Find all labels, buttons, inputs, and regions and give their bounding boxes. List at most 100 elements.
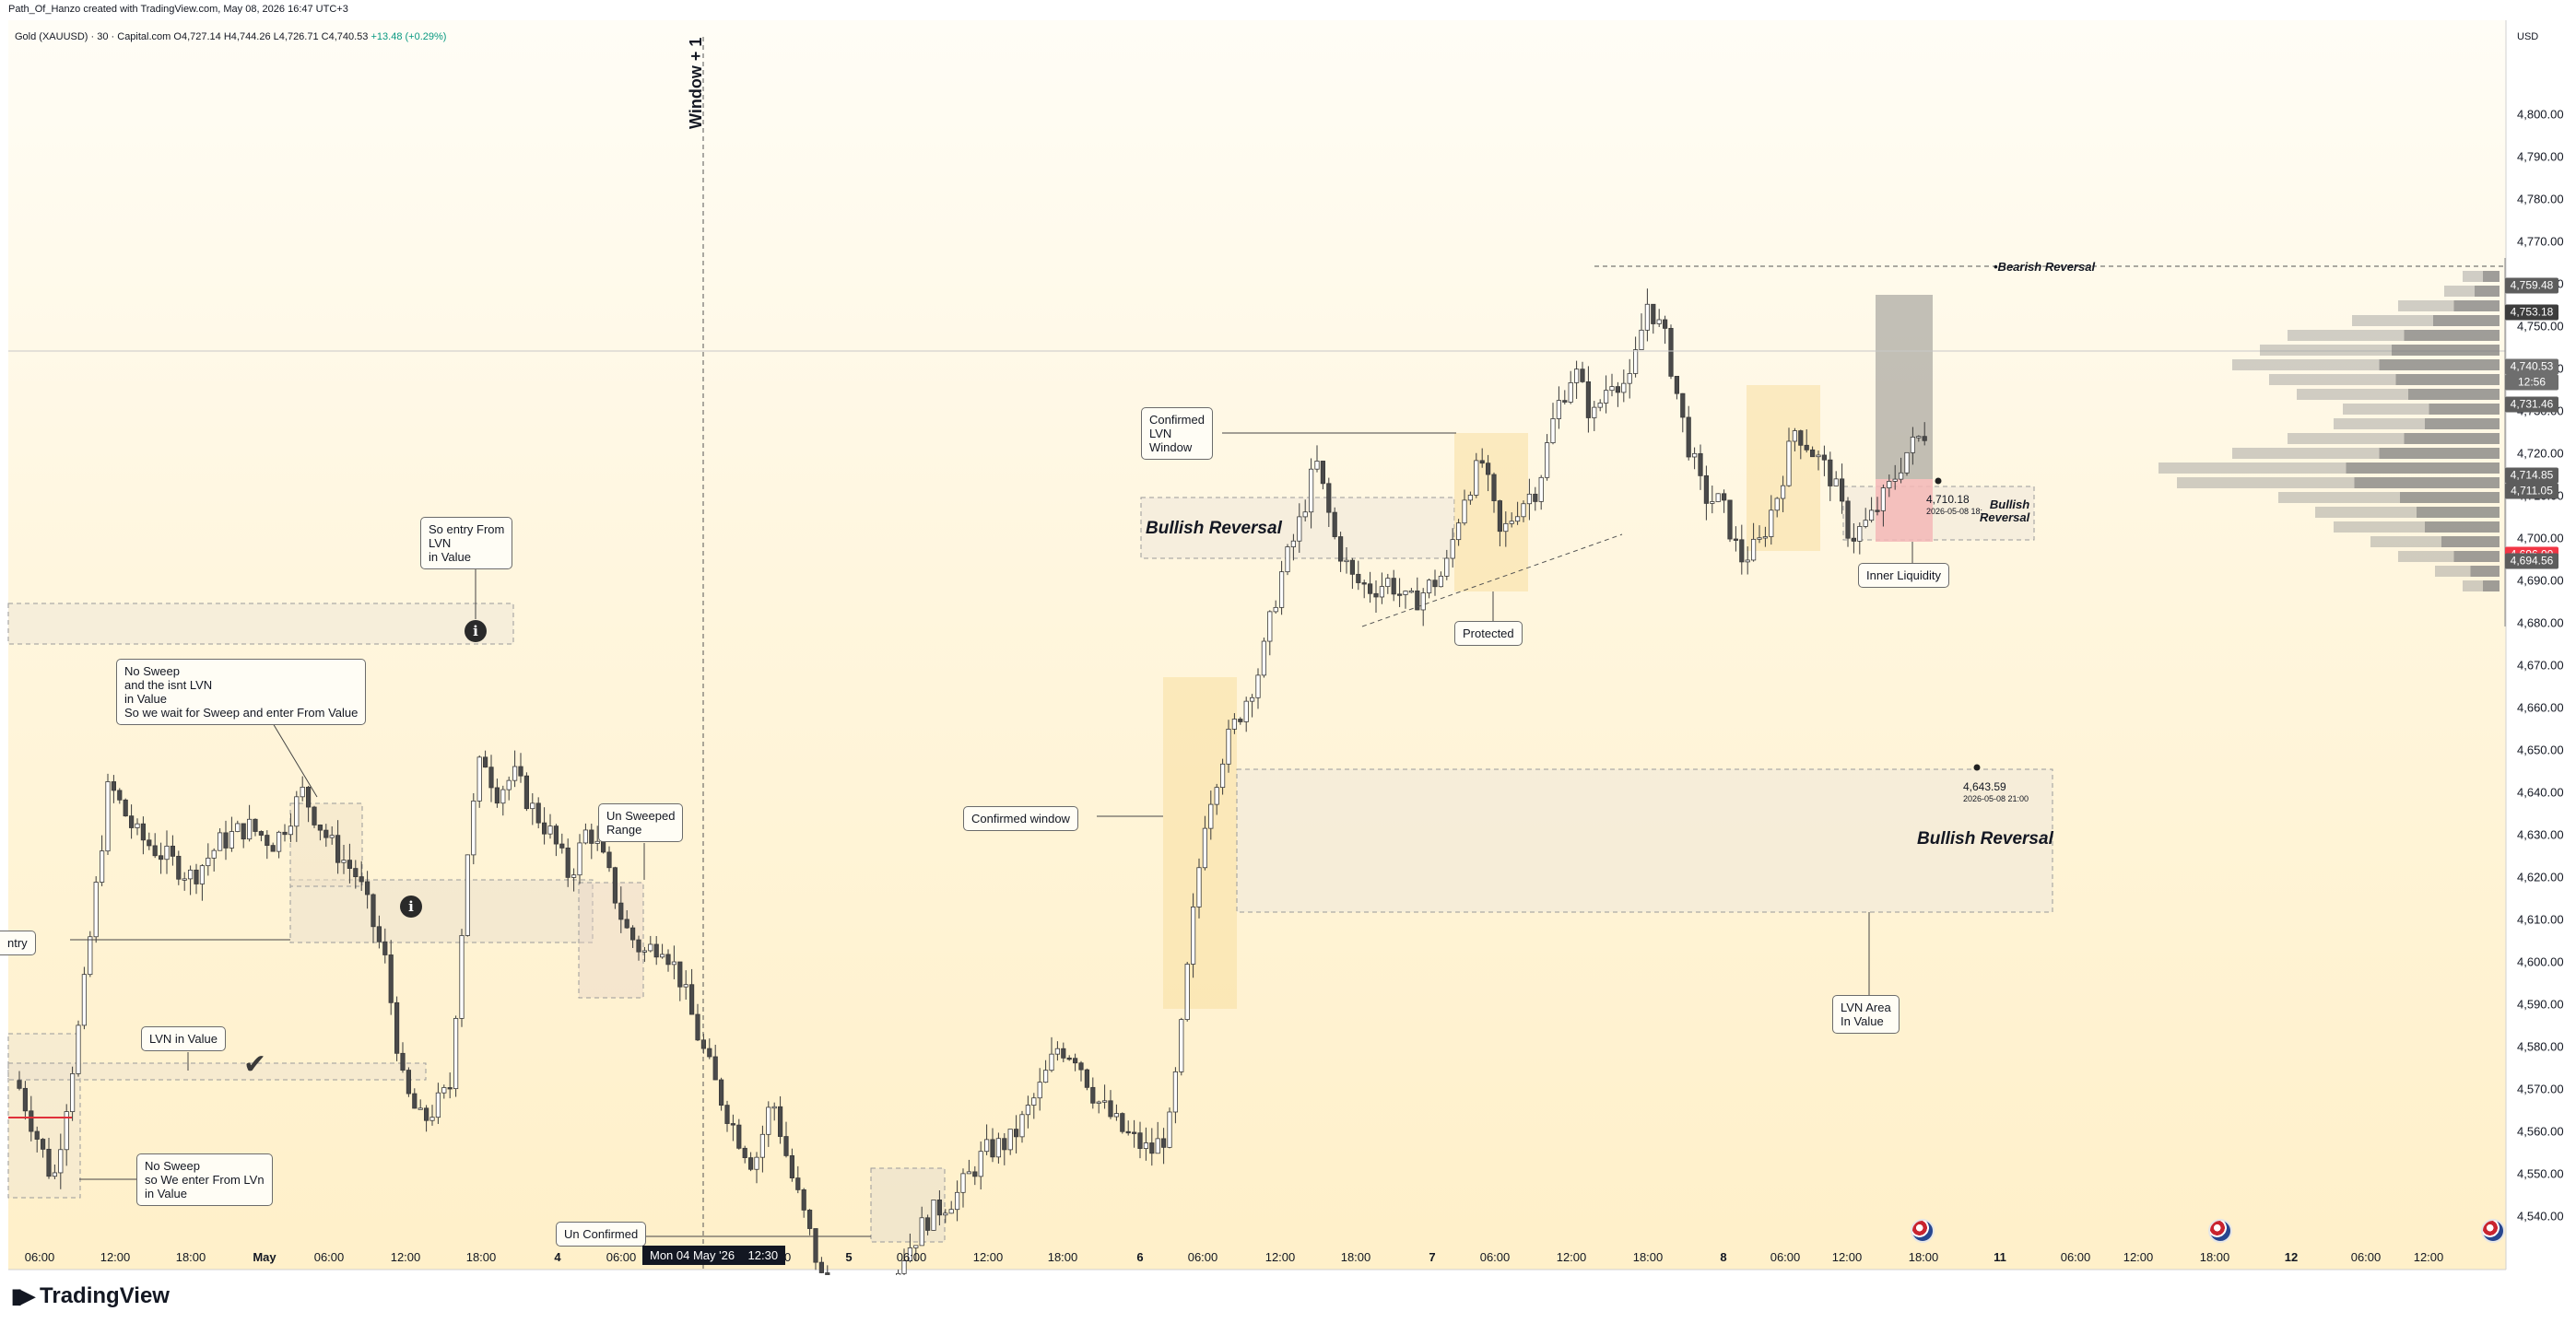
time-tick: 8 [1720,1250,1727,1264]
candle-body [1297,516,1302,542]
candle-body [1309,468,1314,513]
info-icon[interactable]: i [400,896,422,918]
note-no-sweep-isnt[interactable]: No Sweep and the isnt LVN in Value So we… [116,659,367,725]
candle-body [229,831,234,849]
note-protected[interactable]: Protected [1454,621,1523,646]
time-tick: 18:00 [465,1250,497,1264]
candle-body [630,927,636,941]
candle-body [46,1148,52,1177]
candle-body [288,825,294,836]
time-tick: 12:00 [1831,1250,1863,1264]
note-so-entry[interactable]: So entry From LVN in Value [420,517,513,569]
time-tick: 18:00 [1908,1250,1939,1264]
candle-body [1674,375,1679,394]
candle-body [807,1210,813,1229]
candle-body [1562,400,1568,403]
candle-body [465,854,471,936]
candle-body [1149,1142,1155,1154]
candle-body [789,1154,795,1179]
candle-body [412,1093,418,1109]
candle-body [1692,452,1698,458]
volume-profile-bar [2475,286,2500,297]
candle-body [1604,390,1609,404]
note-lvn-in-value[interactable]: LVN in Value [141,1026,226,1051]
candle-body [925,1217,931,1231]
price-tick: 4,630.00 [2517,827,2564,842]
candle-body [1503,522,1509,533]
volume-profile-bar [2379,448,2500,459]
time-tick: 18:00 [2199,1250,2230,1264]
info-icon[interactable]: i [465,620,487,642]
volume-profile-bar [2429,404,2500,415]
candle-body [535,802,541,824]
price-tick: 4,590.00 [2517,997,2564,1012]
note-no-sweep-enter[interactable]: No Sweep so We enter From LVn in Value [136,1153,273,1206]
candle-body [488,767,494,789]
candle-body [1887,481,1892,488]
symbol-legend: Gold (XAUUSD) · 30 · Capital.com O4,727.… [15,31,446,42]
price-tick: 4,790.00 [2517,149,2564,164]
candle-body [376,926,382,942]
chart-area[interactable] [8,20,2506,1270]
candle-body [152,845,158,857]
candle-body [1054,1048,1060,1055]
candle-body [1220,763,1226,789]
candle-body [565,847,570,878]
price-tick: 4,770.00 [2517,234,2564,249]
candle-body [1167,1111,1172,1148]
trendline [1361,533,1623,627]
candle-body [164,845,170,861]
price-tick: 4,600.00 [2517,954,2564,969]
candle-body [1403,591,1408,595]
candle-body [1715,493,1721,502]
candle-body [22,1087,29,1112]
currency-label[interactable]: USD [2517,31,2539,42]
note-entry[interactable]: ntry [0,931,36,955]
note-confirmed-lvn[interactable]: Confirmed LVN Window [1141,407,1213,460]
time-tick: 4 [554,1250,561,1264]
candle-body [418,1107,423,1110]
candle-body [1651,303,1656,324]
note-lvn-area[interactable]: LVN Area In Value [1832,995,1900,1034]
candle-body [1526,493,1532,505]
candle-body [1184,964,1190,1021]
candle-body [742,1147,747,1158]
candle-body [52,1172,58,1177]
candle-body [736,1124,742,1149]
candle-body [1621,382,1627,393]
candle-body [1828,459,1833,486]
price-badge: 4,731.46 [2505,396,2558,413]
note-confirmed-window[interactable]: Confirmed window [963,806,1078,831]
tradingview-brand: TradingView [40,1283,170,1308]
candle-body [1781,485,1786,499]
candle-body [1285,546,1290,573]
us-flag-icon[interactable] [2481,1219,2505,1243]
window-label: Window + 1 [687,37,705,129]
candle-body [117,790,123,801]
candle-body [394,1001,400,1054]
candle-body [1568,382,1573,403]
note-inner-liquidity[interactable]: Inner Liquidity [1858,563,1949,588]
candle-body [1243,700,1249,722]
candle-body [683,984,688,988]
candle-body [1857,526,1863,542]
candle-body [1810,449,1816,458]
us-flag-icon[interactable] [1911,1219,1935,1243]
candle-body [494,787,500,804]
candle-body [371,894,376,928]
candle-body [140,823,146,841]
candle-body [984,1139,990,1153]
us-flag-icon[interactable] [2208,1219,2232,1243]
legend-symbol[interactable]: Gold (XAUUSD) · 30 · Capital.com [15,31,171,42]
candle-body [1373,592,1379,598]
candle-body [270,845,276,852]
note-un-swept[interactable]: Un Sweeped Range [598,803,684,842]
candle-body [223,832,229,849]
note-un-confirmed[interactable]: Un Confirmed [556,1222,647,1247]
legend-close: C4,740.53 [321,31,369,42]
candle-body [1727,499,1733,540]
tradingview-logo[interactable]: ▮▶ TradingView [11,1283,170,1309]
candle-body [1438,575,1443,588]
price-tick: 4,560.00 [2517,1124,2564,1139]
